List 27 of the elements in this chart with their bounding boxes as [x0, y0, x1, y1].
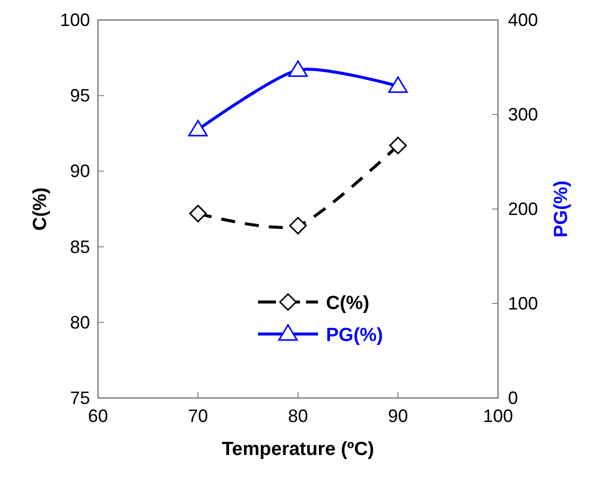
x-tick-label: 70: [188, 406, 208, 426]
y2-axis-title: PG(%): [551, 180, 572, 238]
y2-tick-label: 300: [508, 104, 538, 124]
point: [288, 60, 308, 77]
y-axis-title: C(%): [30, 187, 51, 231]
y2-tick-label: 400: [508, 10, 538, 30]
point: [289, 216, 307, 234]
y2-tick-label: 0: [508, 388, 518, 408]
y2-tick-label: 200: [508, 199, 538, 219]
x-axis-title: Temperature (ºC): [222, 439, 374, 460]
y-tick-label: 100: [60, 10, 90, 30]
point: [389, 136, 407, 154]
legend-label: C(%): [326, 293, 370, 314]
point: [388, 76, 408, 93]
y2-tick-label: 100: [508, 294, 538, 314]
x-tick-label: 80: [288, 406, 308, 426]
point: [188, 120, 208, 136]
x-tick-label: 60: [88, 406, 108, 426]
y-tick-label: 80: [70, 312, 90, 332]
y-tick-label: 75: [70, 388, 90, 408]
legend-label: PG(%): [326, 325, 383, 346]
y-tick-label: 85: [70, 236, 90, 257]
x-tick-label: 100: [482, 406, 514, 426]
x-tick-label: 90: [388, 406, 408, 426]
y-tick-label: 90: [70, 161, 90, 182]
point: [189, 204, 207, 222]
y-tick-label: 95: [70, 86, 90, 106]
